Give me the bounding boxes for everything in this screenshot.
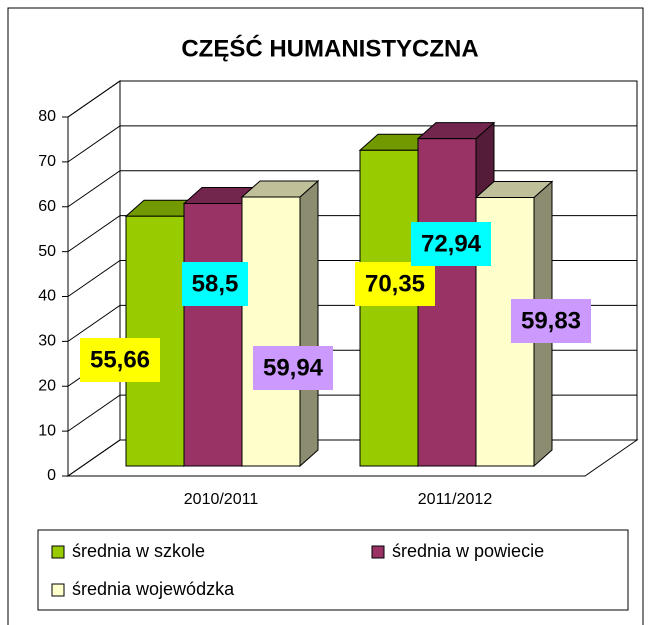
x-tick-label: 2010/2011 [184,491,259,508]
y-tick-label: 20 [38,377,56,394]
y-tick-label: 40 [38,288,56,305]
bar-side [299,179,319,468]
y-tick-label: 50 [38,243,56,260]
value-label: 70,35 [365,270,425,297]
x-tick-label: 2011/2012 [418,491,493,508]
bar [183,202,243,467]
y-tick-label: 80 [38,108,56,125]
value-label-bg [182,262,248,306]
value-label: 58,5 [192,270,239,297]
y-tick-label: 60 [38,198,56,215]
value-label-bg [511,299,591,343]
value-label-bg [253,346,333,390]
legend-label: średnia w szkole [72,541,205,561]
y-tick-label: 70 [38,153,56,170]
value-label-bg [411,222,491,266]
bar [359,149,419,467]
y-tick-label: 10 [38,422,56,439]
y-tick-label: 0 [47,467,56,484]
legend-swatch [51,545,65,559]
legend-swatch [51,583,65,597]
value-label: 59,83 [521,307,581,334]
value-label: 55,66 [90,346,150,373]
grid-line [67,80,637,118]
legend-label: średnia w powiecie [392,541,544,561]
value-label: 59,94 [263,354,324,381]
value-label: 72,94 [421,230,482,257]
value-label-bg [80,338,160,382]
y-tick-label: 30 [38,333,56,350]
legend [37,529,629,611]
bar [241,196,301,467]
legend-swatch [371,545,385,559]
chart-title: CZĘŚĆ HUMANISTYCZNA [181,34,478,62]
value-label-bg [355,262,435,306]
legend-label: średnia wojewódzka [72,579,235,599]
